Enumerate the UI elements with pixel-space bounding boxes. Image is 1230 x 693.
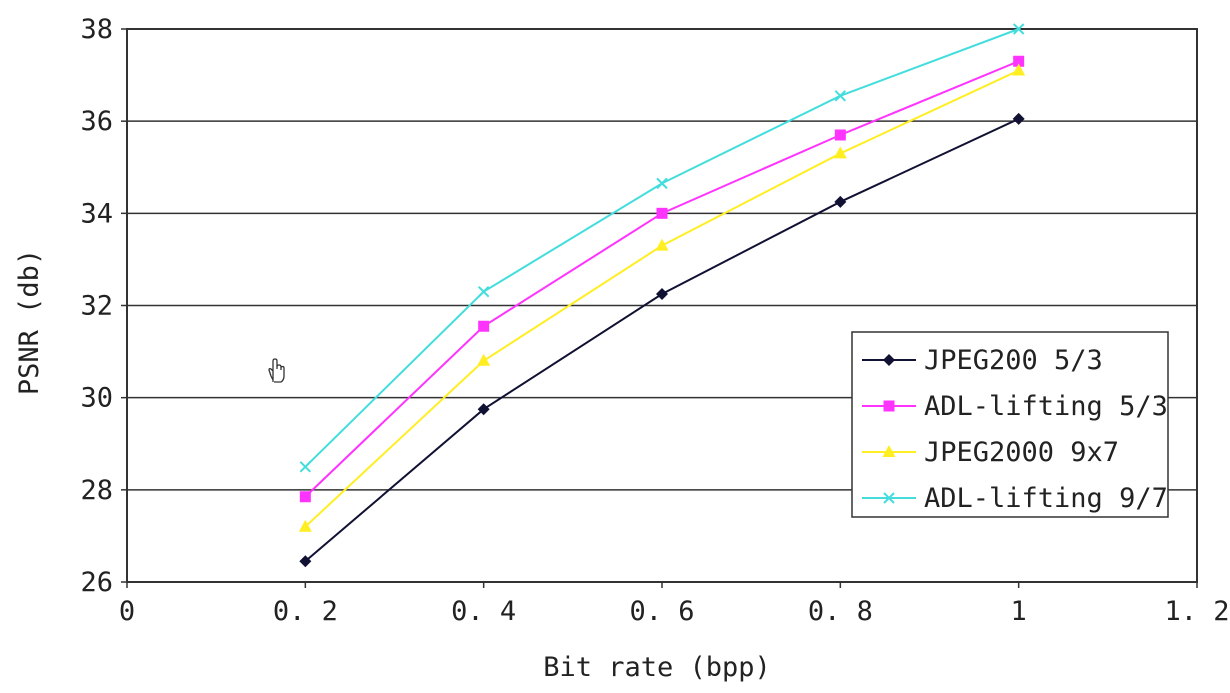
triangle-marker — [833, 146, 847, 159]
x-marker — [883, 492, 895, 504]
y-tick-label: 34 — [80, 198, 113, 229]
legend: JPEG200 5/3 ADL-lifting 5/3 JPEG2000 9x7 AD… — [851, 331, 1169, 518]
y-tick-label: 36 — [80, 106, 113, 137]
x-marker — [1012, 23, 1025, 35]
legend-label: JPEG200 5/3 — [924, 345, 1103, 376]
triangle-marker — [1012, 63, 1026, 76]
x-tick-label: 1. 2 — [1164, 596, 1229, 627]
diamond-marker — [883, 354, 895, 366]
x-marker-stroke — [883, 492, 895, 504]
x-marker-stroke — [477, 285, 490, 298]
series-4 — [299, 23, 1025, 473]
x-marker — [299, 461, 312, 473]
diamond-marker — [834, 195, 847, 208]
diamond-marker — [299, 555, 312, 568]
series-layer — [298, 23, 1026, 568]
square-marker — [478, 320, 490, 332]
hand-cursor-icon — [266, 358, 288, 384]
square-marker — [1013, 55, 1025, 67]
y-tick-label: 32 — [80, 291, 113, 322]
x-tick-label: 0 — [119, 596, 135, 627]
triangle-marker — [477, 353, 491, 366]
x-marker-stroke — [299, 461, 312, 473]
legend-item: JPEG2000 9x7 — [862, 437, 1119, 468]
diamond-marker — [477, 403, 490, 416]
legend-label: JPEG2000 9x7 — [924, 437, 1119, 468]
legend-item: JPEG200 5/3 — [862, 345, 1103, 376]
x-tick-label: 0. 8 — [808, 596, 873, 627]
triangle-marker — [882, 445, 896, 457]
diamond-marker — [656, 287, 668, 300]
x-tick-label: 1 — [1011, 596, 1027, 627]
y-tick-label: 38 — [80, 14, 113, 45]
y-tick-label: 28 — [80, 475, 113, 506]
x-marker-stroke — [656, 177, 668, 190]
square-marker — [656, 207, 668, 219]
series-2 — [299, 55, 1025, 503]
triangle-marker — [655, 238, 669, 251]
square-marker — [299, 491, 311, 503]
y-tick-label: 26 — [80, 567, 113, 598]
diamond-marker — [1012, 112, 1025, 125]
x-marker-stroke — [1012, 23, 1025, 35]
x-marker — [477, 285, 490, 298]
x-tick-label: 0. 4 — [451, 596, 516, 627]
x-marker — [834, 90, 847, 102]
y-tick-label: 30 — [80, 383, 113, 414]
legend-item: ADL-lifting 5/3 — [862, 391, 1168, 422]
x-marker — [656, 177, 668, 190]
legend-label: ADL-lifting 5/3 — [924, 391, 1168, 422]
series-3 — [298, 63, 1026, 532]
square-marker — [883, 400, 895, 412]
x-tick-label: 0. 6 — [629, 596, 694, 627]
legend-label: ADL-lifting 9/7 — [924, 483, 1168, 514]
tick-labels: 26 28 30 32 34 36 38 0 0. 2 0. 4 0. 6 0. 8 1 1. 2 — [80, 14, 1229, 627]
legend-box — [851, 331, 1169, 518]
y-axis-title: PSNR (db) — [14, 249, 45, 395]
x-tick-label: 0. 2 — [273, 596, 338, 627]
x-axis-title: Bit rate (bpp) — [543, 652, 771, 683]
square-marker — [834, 129, 846, 141]
legend-item: ADL-lifting 9/7 — [862, 483, 1168, 514]
triangle-marker — [298, 519, 312, 532]
x-marker-stroke — [834, 90, 847, 102]
series-1 — [299, 112, 1025, 568]
